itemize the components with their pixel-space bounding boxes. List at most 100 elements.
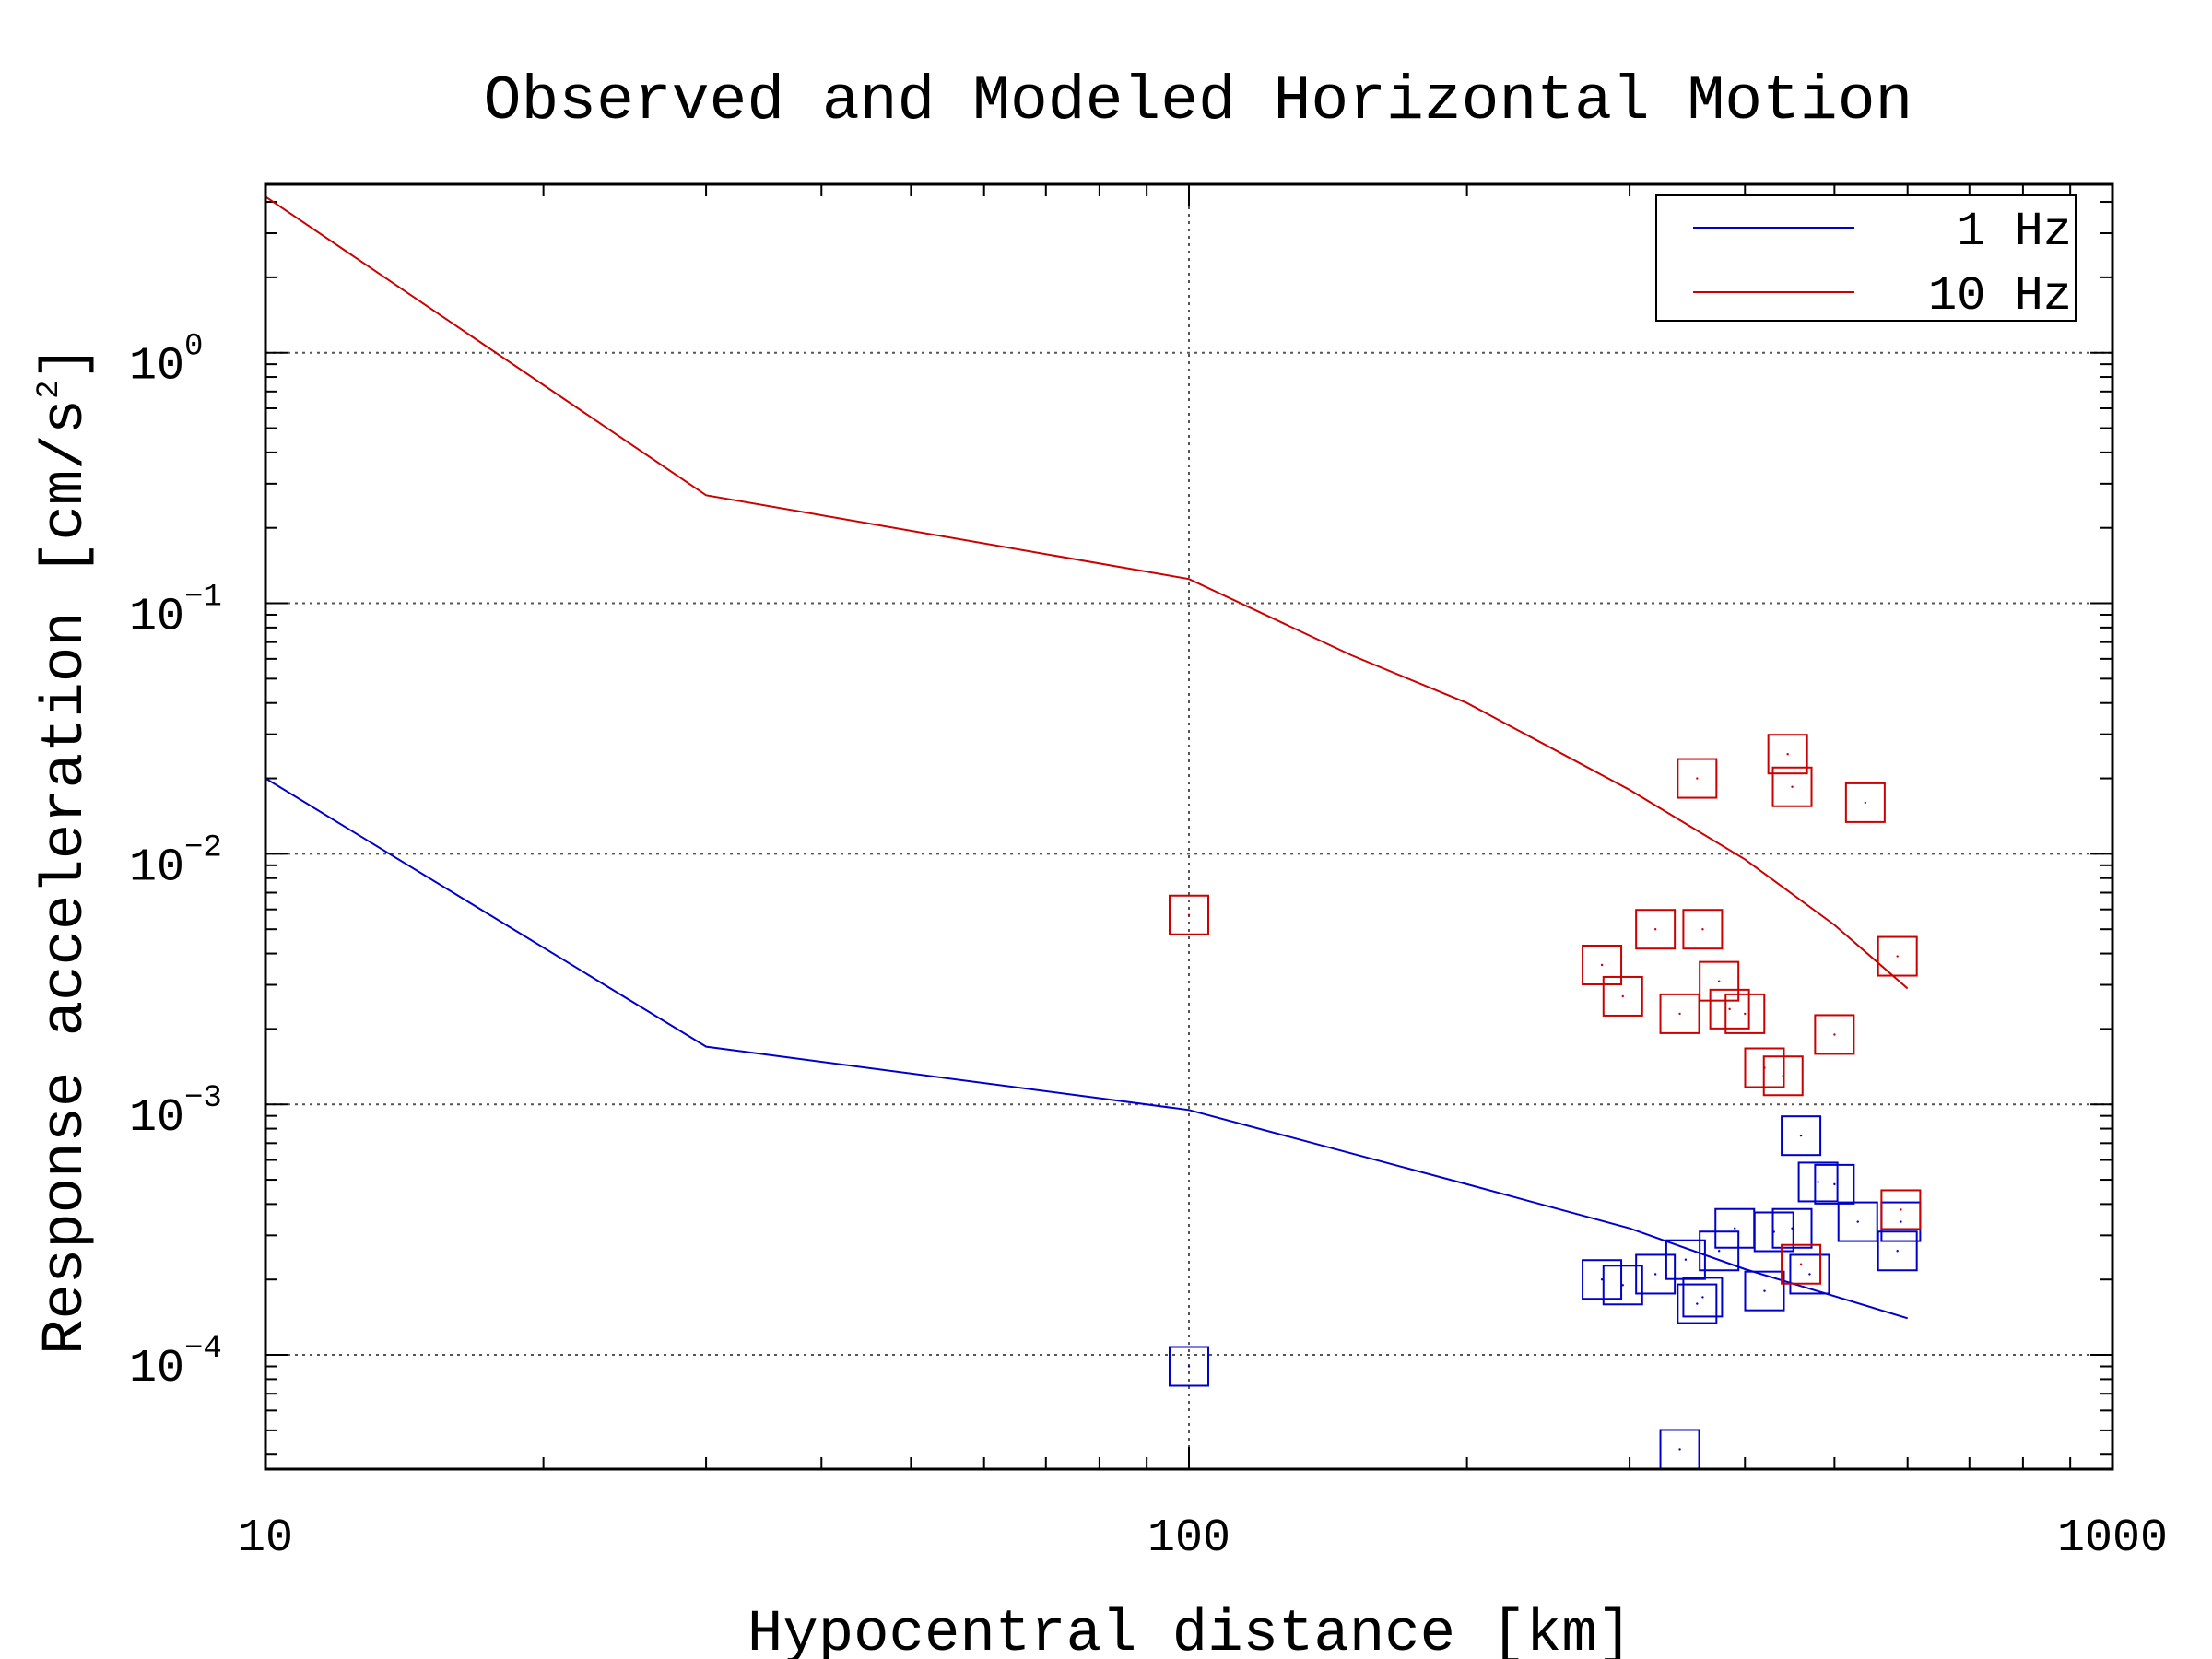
y-tick-label-exponent: −1	[184, 581, 222, 616]
observed-point-center-10hz	[1782, 1075, 1784, 1077]
observed-point-1hz	[1789, 1253, 1830, 1295]
observed-point-1hz	[1877, 1230, 1918, 1272]
observed-point-10hz	[1877, 935, 1918, 977]
y-tick-label-base: 10	[129, 592, 184, 644]
y-axis-label-bracket: ]	[33, 345, 100, 380]
observed-point-10hz	[1781, 1243, 1822, 1285]
legend-box	[1655, 194, 2077, 322]
observed-point-10hz	[1169, 894, 1209, 935]
observed-point-center-10hz	[1791, 785, 1794, 788]
model-line-10hz	[265, 195, 1909, 990]
observed-point-10hz	[1880, 1189, 1922, 1230]
chart-title: Observed and Modeled Horizontal Motion	[484, 66, 1913, 137]
y-axis-label: Response acceleration [cm/s2]	[32, 345, 100, 1355]
y-tick-label-base: 10	[129, 841, 184, 894]
observed-point-center-1hz	[1734, 1227, 1736, 1230]
observed-point-center-10hz	[1896, 955, 1899, 958]
observed-point-center-1hz	[1799, 1134, 1803, 1137]
observed-point-1hz	[1665, 1239, 1706, 1280]
y-tick-label-base: 10	[129, 341, 184, 394]
observed-point-center-10hz	[1900, 1208, 1902, 1211]
observed-point-center-1hz	[1717, 1250, 1721, 1253]
observed-point-10hz	[1582, 944, 1623, 985]
observed-point-center-10hz	[1701, 928, 1704, 931]
observed-point-center-1hz	[1833, 1182, 1836, 1186]
observed-point-center-10hz	[1696, 777, 1699, 780]
y-tick-label-exponent: −4	[184, 1332, 222, 1367]
observed-point-center-10hz	[1600, 963, 1604, 967]
observed-point-center-1hz	[1896, 1250, 1899, 1253]
observed-point-10hz	[1659, 993, 1700, 1034]
y-tick-label-base: 10	[129, 1092, 184, 1145]
observed-point-10hz	[1724, 993, 1766, 1034]
observed-point-center-1hz	[1856, 1220, 1859, 1223]
observed-point-10hz	[1682, 909, 1724, 950]
legend-label: 10 Hz	[1928, 269, 2072, 324]
observed-point-1hz	[1797, 1161, 1839, 1203]
observed-point-center-1hz	[1900, 1220, 1902, 1223]
x-tick-label: 100	[1147, 1512, 1230, 1565]
observed-point-1hz	[1744, 1270, 1785, 1312]
y-tick-label: 10−1	[129, 581, 222, 644]
observed-point-1hz	[1771, 1207, 1813, 1249]
observed-point-1hz	[1682, 1277, 1724, 1318]
observed-point-1hz	[1635, 1253, 1677, 1295]
observed-point-10hz	[1844, 782, 1886, 823]
observed-point-1hz	[1602, 1265, 1643, 1306]
observed-point-center-1hz	[1678, 1448, 1681, 1451]
observed-point-10hz	[1771, 766, 1813, 807]
y-tick-label: 10−3	[129, 1081, 222, 1145]
observed-point-center-10hz	[1678, 1012, 1681, 1016]
legend-label: 1 Hz	[1957, 205, 2072, 259]
observed-point-center-1hz	[1763, 1289, 1766, 1292]
observed-point-10hz	[1709, 988, 1750, 1030]
observed-point-center-10hz	[1786, 753, 1789, 756]
observed-point-1hz	[1753, 1211, 1794, 1253]
observed-point-center-1hz	[1684, 1258, 1688, 1261]
grid	[265, 184, 2112, 1469]
observed-point-center-10hz	[1187, 913, 1191, 916]
observed-point-center-1hz	[1600, 1278, 1604, 1281]
observed-point-center-1hz	[1791, 1227, 1794, 1230]
observed-point-10hz	[1699, 960, 1740, 1002]
observed-point-10hz	[1814, 1014, 1855, 1055]
observed-point-10hz	[1677, 758, 1718, 799]
x-tick-labels: 10 100 1000	[238, 1512, 2168, 1565]
observed-point-center-10hz	[1864, 801, 1867, 805]
series-1hz	[265, 777, 1922, 1469]
x-tick-label: 1000	[2057, 1512, 2168, 1565]
observed-point-1hz	[1677, 1283, 1718, 1324]
x-axis-label: Hypocentral distance [km]	[747, 1602, 1632, 1659]
observed-point-center-10hz	[1717, 980, 1721, 982]
observed-point-center-1hz	[1187, 1365, 1191, 1368]
observed-point-1hz	[1699, 1230, 1740, 1272]
model-line-1hz	[265, 777, 1908, 1320]
y-tick-label: 10−4	[129, 1332, 222, 1395]
observed-point-1hz	[1169, 1346, 1209, 1387]
observed-point-10hz	[1602, 975, 1643, 1017]
tick-marks	[265, 184, 2112, 1469]
observed-point-center-1hz	[1817, 1181, 1819, 1183]
observed-point-1hz	[1582, 1259, 1623, 1300]
observed-point-10hz	[1635, 909, 1677, 950]
observed-point-center-1hz	[1701, 1296, 1704, 1299]
observed-point-center-10hz	[1799, 1263, 1803, 1265]
observed-point-center-1hz	[1653, 1273, 1657, 1276]
y-axis-label-exponent: 2	[32, 381, 67, 399]
y-tick-label-exponent: −3	[184, 1081, 222, 1116]
y-tick-label-exponent: 0	[184, 330, 203, 365]
observed-point-1hz	[1781, 1115, 1822, 1157]
observed-point-center-10hz	[1728, 1007, 1731, 1011]
observed-point-center-10hz	[1621, 994, 1624, 998]
observed-point-center-10hz	[1653, 928, 1657, 931]
observed-point-center-1hz	[1808, 1273, 1811, 1276]
y-tick-label: 100	[129, 330, 203, 394]
observed-point-center-10hz	[1744, 1012, 1747, 1016]
y-tick-label-base: 10	[129, 1343, 184, 1395]
observed-point-center-1hz	[1621, 1284, 1624, 1287]
observed-point-center-10hz	[1833, 1033, 1836, 1036]
observed-point-10hz	[1767, 734, 1808, 775]
observed-point-1hz	[1814, 1163, 1855, 1205]
